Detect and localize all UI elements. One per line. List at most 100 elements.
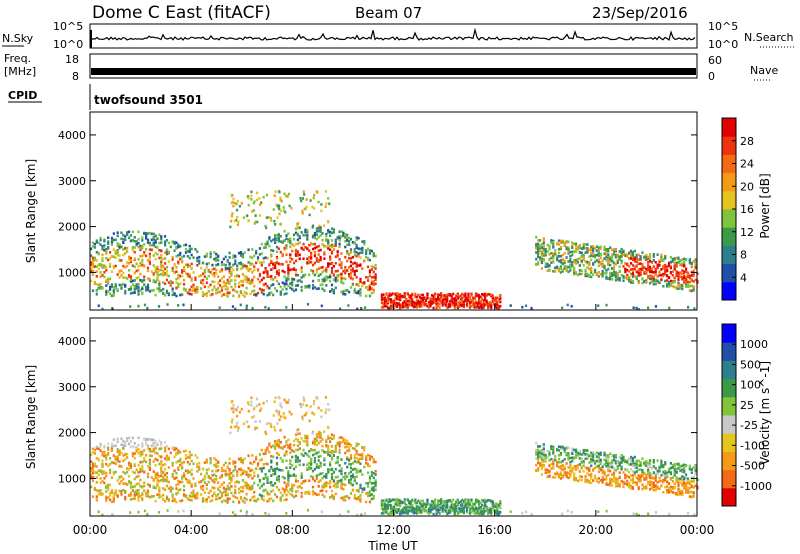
power-cell: [540, 250, 544, 254]
power-cell: [690, 279, 693, 283]
power-cell: [607, 263, 610, 267]
power-cell: [137, 265, 140, 268]
power-cell: [499, 300, 502, 304]
velocity-cell: [103, 481, 106, 485]
power-cell: [327, 197, 330, 200]
velocity-cell: [359, 497, 362, 500]
velocity-cell: [203, 481, 207, 484]
power-cell: [266, 256, 269, 260]
power-cell: [563, 242, 566, 245]
velocity-cell: [90, 460, 93, 464]
velocity-cell: [394, 502, 397, 505]
velocity-cell: [91, 462, 95, 466]
power-cell: [274, 222, 277, 226]
velocity-cell: [101, 472, 104, 475]
velocity-cell: [90, 475, 93, 479]
power-cell: [277, 238, 280, 242]
velocity-cell: [175, 492, 178, 496]
velocity-cell: [182, 449, 186, 453]
power-cell: [281, 288, 284, 291]
power-cell: [110, 243, 114, 246]
power-cell: [557, 251, 561, 255]
velocity-cell: [399, 501, 402, 505]
power-cell: [616, 277, 619, 281]
velocity-cell: [325, 481, 328, 484]
power-cell: [567, 260, 570, 263]
power-cell: [230, 219, 233, 223]
power-cell: [683, 257, 686, 261]
power-cell: [426, 292, 429, 296]
power-cell: [228, 276, 231, 279]
velocity-cell: [344, 439, 347, 442]
power-cell: [250, 190, 253, 194]
nave-label: Nave: [750, 64, 778, 77]
velocity-cell: [368, 475, 372, 478]
power-cell: [254, 214, 257, 217]
power-cell: [692, 280, 695, 283]
power-cell: [120, 259, 123, 262]
velocity-cell: [207, 467, 210, 471]
velocity-cell: [332, 484, 335, 488]
power-cell: [105, 256, 108, 260]
power-cell: [620, 255, 623, 258]
power-cell: [118, 283, 121, 287]
power-cell: [443, 298, 446, 301]
velocity-cell: [103, 476, 106, 480]
power-cell: [93, 256, 96, 260]
power-cell: [683, 276, 686, 280]
velocity-cell: [222, 481, 225, 484]
velocity-cell: [330, 437, 334, 441]
power-cell: [609, 257, 612, 261]
velocity-cell: [368, 464, 372, 468]
power-cell: [101, 266, 104, 269]
power-cell: [471, 303, 475, 307]
velocity-cell: [327, 403, 330, 406]
power-cell: [452, 297, 455, 301]
power-cell: [143, 278, 146, 282]
velocity-cell: [262, 401, 265, 405]
power-cell: [192, 289, 195, 292]
velocity-cell: [317, 484, 320, 488]
velocity-cell: [255, 467, 258, 471]
velocity-cell: [368, 480, 372, 484]
velocity-cell: [327, 482, 330, 485]
velocity-cell: [415, 508, 418, 512]
power-cell: [245, 277, 248, 281]
power-cell: [340, 252, 343, 255]
power-cell: [355, 291, 358, 295]
velocity-cell: [316, 397, 319, 400]
power-cell: [186, 291, 189, 295]
power-cell: [150, 289, 153, 292]
power-cell: [158, 282, 161, 285]
velocity-cell: [120, 493, 123, 496]
power-cell: [599, 256, 602, 260]
power-cell: [268, 236, 271, 239]
velocity-cell: [396, 503, 399, 507]
power-cell: [108, 292, 112, 295]
velocity-cell: [287, 481, 290, 484]
power-cell: [357, 254, 360, 258]
velocity-cell: [186, 469, 189, 473]
velocity-cell: [179, 463, 182, 467]
velocity-cell: [319, 454, 322, 458]
power-cell: [592, 254, 595, 258]
power-cell: [574, 262, 578, 265]
power-cell: [224, 284, 227, 288]
velocity-cell: [228, 477, 231, 481]
power-cell: [611, 253, 614, 257]
power-cell: [313, 231, 317, 235]
power-cell: [213, 267, 216, 271]
power-cell: [538, 256, 542, 259]
velocity-cell: [296, 439, 299, 443]
power-cell: [217, 281, 220, 284]
power-cell: [563, 244, 566, 248]
power-cell: [612, 249, 616, 253]
power-cell: [156, 246, 159, 249]
velocity-cell: [330, 433, 334, 437]
velocity-cell: [90, 473, 93, 476]
velocity-cell: [188, 498, 191, 502]
velocity-cell: [120, 479, 123, 483]
velocity-cell: [292, 495, 296, 499]
velocity-cell: [321, 471, 324, 475]
power-colorbar-swatch: [722, 227, 736, 246]
